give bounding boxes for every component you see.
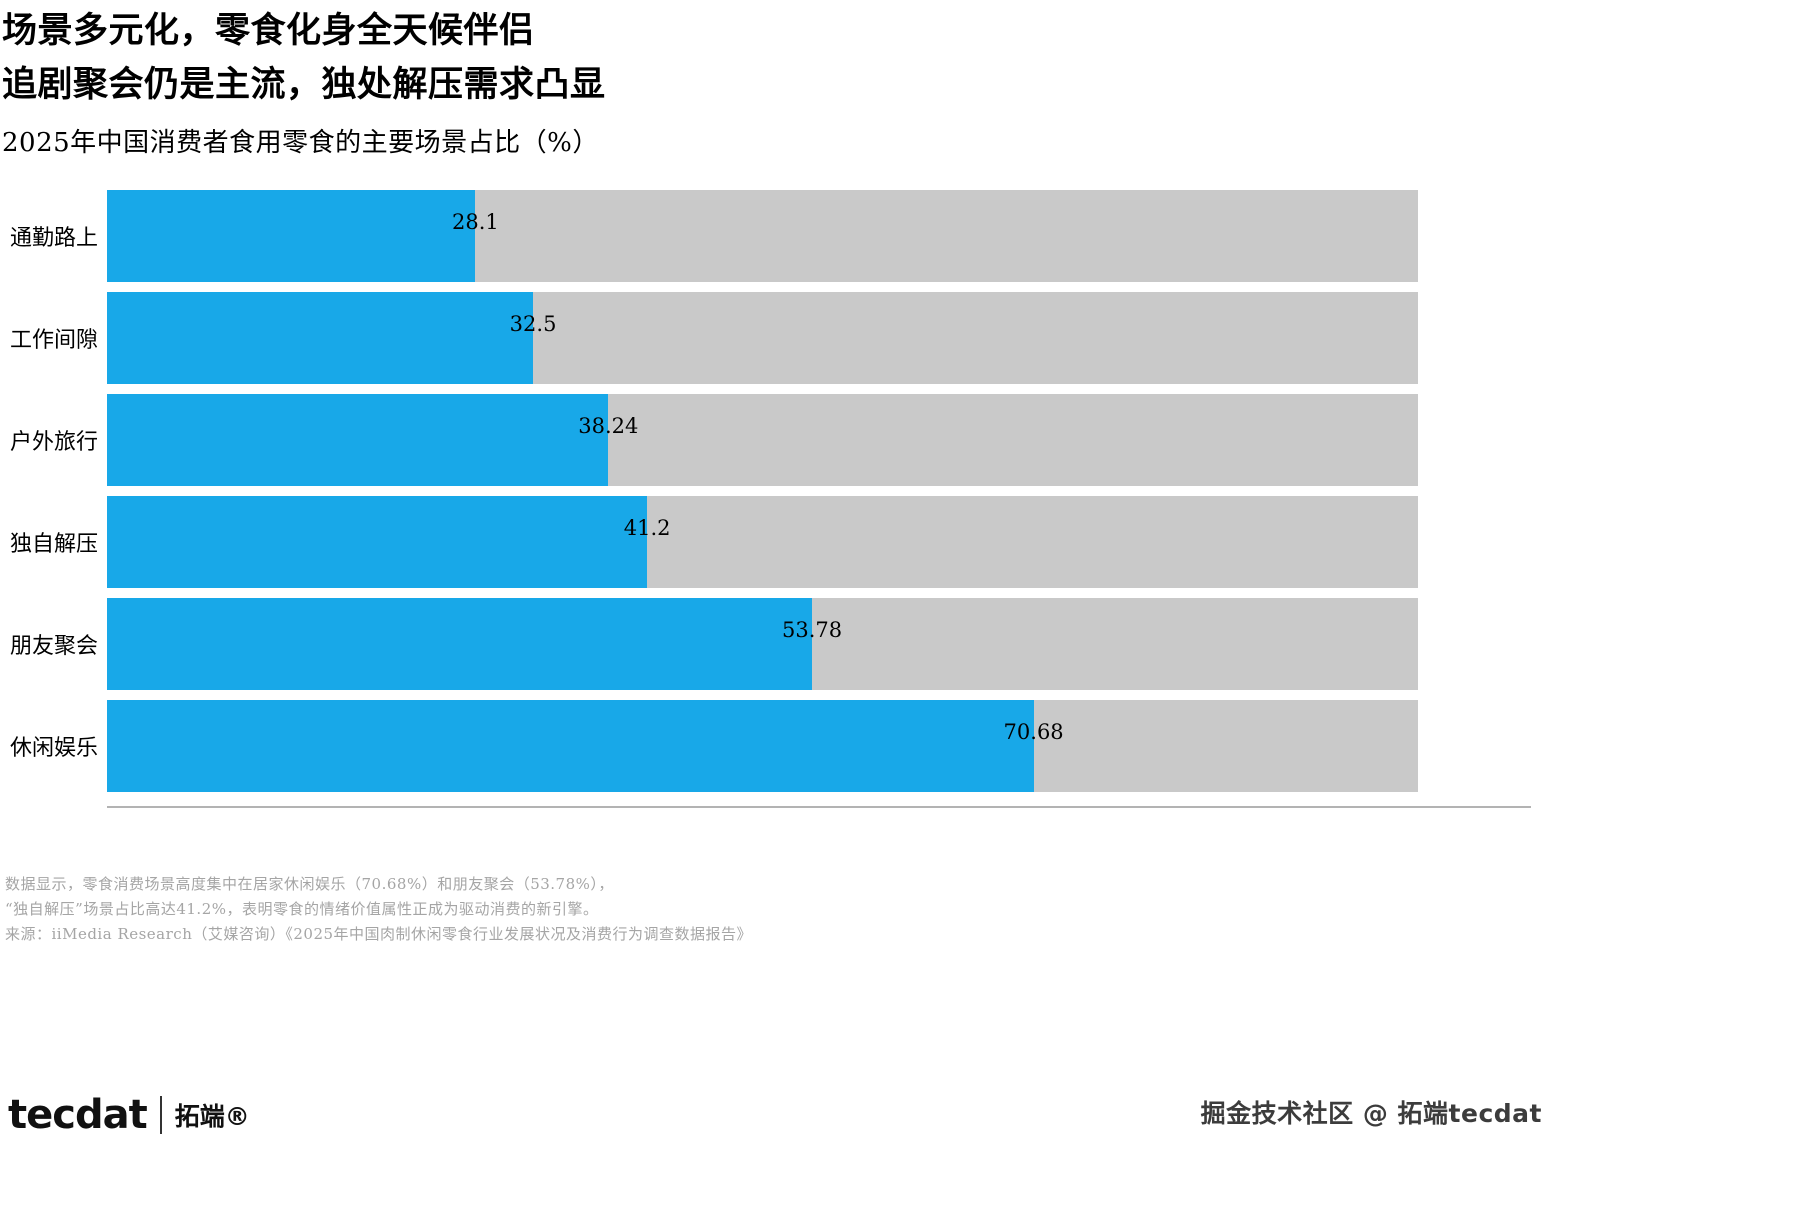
bar-track: 41.2 — [107, 496, 1418, 588]
footnote-line: 来源：iiMedia Research（艾媒咨询）《2025年中国肉制休闲零食行… — [5, 925, 753, 943]
bar-value-label: 41.2 — [623, 516, 671, 540]
footnotes: 数据显示，零食消费场景高度集中在居家休闲娱乐（70.68%）和朋友聚会（53.7… — [5, 872, 752, 947]
chart-title-line2: 追剧聚会仍是主流，独处解压需求凸显 — [2, 64, 606, 105]
bar-value-label: 32.5 — [509, 312, 557, 336]
bar-track: 32.5 — [107, 292, 1418, 384]
bar-value-label: 38.24 — [578, 414, 639, 438]
category-label: 独自解压 — [9, 532, 98, 557]
logo-separator — [159, 1096, 162, 1134]
bar-chart: 通勤路上 28.1 工作间隙 32.5 户外旅行 38.24 独自解压 41.2 朋友聚会 53.… — [0, 190, 1418, 802]
category-label: 工作间隙 — [9, 328, 98, 353]
bar-row: 独自解压 41.2 — [0, 496, 1418, 588]
bar-fill — [107, 598, 813, 690]
chart-title-line1: 场景多元化，零食化身全天候伴侣 — [2, 10, 535, 51]
tecdat-logo: tecdat 拓端® — [8, 1092, 250, 1138]
x-axis-line — [107, 806, 1531, 808]
bar-fill — [107, 190, 476, 282]
category-label: 通勤路上 — [9, 226, 98, 251]
bar-row: 朋友聚会 53.78 — [0, 598, 1418, 690]
watermark: 掘金技术社区 @ 拓端tecdat — [1200, 1099, 1542, 1128]
bar-value-label: 70.68 — [1003, 720, 1064, 744]
footnote-line: “独自解压”场景占比高达41.2%，表明零食的情绪价值属性正成为驱动消费的新引擎… — [5, 900, 599, 918]
category-label: 朋友聚会 — [9, 634, 98, 659]
bar-fill — [107, 700, 1034, 792]
bar-value-label: 28.1 — [452, 210, 499, 234]
chart-header: 场景多元化，零食化身全天候伴侣 追剧聚会仍是主流，独处解压需求凸显 2025年中… — [2, 4, 606, 159]
bar-track: 53.78 — [107, 598, 1418, 690]
bar-fill — [107, 496, 648, 588]
logo-suffix: 拓端® — [174, 1102, 250, 1131]
chart-subtitle: 2025年中国消费者食用零食的主要场景占比（%） — [2, 128, 599, 158]
bar-row: 通勤路上 28.1 — [0, 190, 1418, 282]
bar-row: 工作间隙 32.5 — [0, 292, 1418, 384]
bar-track: 70.68 — [107, 700, 1418, 792]
bar-fill — [107, 292, 534, 384]
bar-track: 28.1 — [107, 190, 1418, 282]
bar-value-label: 53.78 — [781, 618, 843, 642]
bar-row: 休闲娱乐 70.68 — [0, 700, 1418, 792]
bar-fill — [107, 394, 609, 486]
category-label: 休闲娱乐 — [9, 736, 98, 761]
bar-row: 户外旅行 38.24 — [0, 394, 1418, 486]
category-label: 户外旅行 — [9, 430, 98, 455]
footnote-line: 数据显示，零食消费场景高度集中在居家休闲娱乐（70.68%）和朋友聚会（53.7… — [5, 875, 614, 893]
bar-track: 38.24 — [107, 394, 1418, 486]
logo-text: tecdat — [8, 1092, 148, 1138]
